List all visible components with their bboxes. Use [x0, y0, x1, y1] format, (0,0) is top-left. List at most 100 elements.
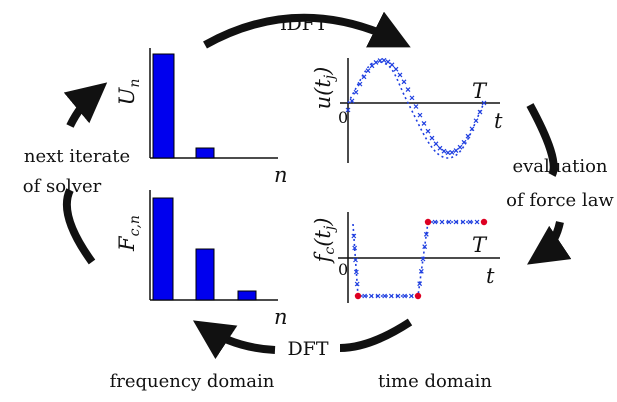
- displacement-sample-marker: [441, 148, 447, 154]
- force-time-plot: fc(tj) 0 T t: [311, 212, 500, 303]
- un-bar-0: [152, 53, 175, 159]
- f-zero-label: 0: [338, 260, 348, 279]
- force-sample-marker: [375, 293, 381, 299]
- displacement-sample-marker: [369, 63, 375, 69]
- u-ylabel: u(t: [311, 79, 335, 110]
- f-ylabel: f: [311, 251, 335, 264]
- idft-label: iDFT: [280, 13, 327, 35]
- force-sample-marker: [467, 219, 473, 225]
- f-ylabel-sub1: c: [322, 247, 338, 255]
- displacement-sample-marker: [381, 57, 387, 63]
- solver-arrow-upper: [63, 82, 108, 128]
- force-corner-point: [480, 218, 488, 226]
- displacement-sample-marker: [453, 148, 459, 154]
- svg-text:fc(tj): fc(tj): [311, 218, 338, 265]
- displacement-sample-marker: [449, 150, 455, 155]
- f-period-label: T: [472, 233, 488, 257]
- f-ylabel-sub2: j: [322, 225, 338, 233]
- displacement-sample-marker: [445, 150, 451, 156]
- un-bar-plot: Un n: [115, 48, 288, 187]
- displacement-time-plot: u(tj) 0 T t: [311, 57, 503, 163]
- fcn-ylabel: F: [115, 235, 139, 252]
- displacement-sample-marker: [437, 145, 443, 151]
- force-curve: [352, 221, 484, 297]
- displacement-sample-marker: [397, 72, 403, 78]
- force-sample-marker: [446, 219, 452, 225]
- force-sample-marker: [453, 219, 459, 225]
- force-sample-marker: [474, 219, 480, 225]
- fcn-ylabel-sub: c,n: [127, 215, 143, 236]
- displacement-sample-marker: [421, 121, 427, 126]
- force-sample-marker: [351, 233, 357, 239]
- evaluation-arrow-lower: [527, 221, 572, 265]
- displacement-sample-marker: [461, 139, 467, 145]
- force-sample-marker: [422, 244, 428, 250]
- svg-text:Fc,n: Fc,n: [115, 215, 143, 252]
- displacement-samples: [345, 57, 487, 156]
- un-ylabel: U: [115, 86, 139, 105]
- displacement-sample-marker: [401, 79, 407, 85]
- displacement-sample-marker: [373, 59, 379, 65]
- fcn-bar-plot: Fc,n n: [115, 190, 288, 329]
- force-sample-marker: [460, 219, 466, 225]
- force-sample-marker: [368, 293, 374, 299]
- force-sample-marker: [423, 231, 429, 237]
- displacement-sample-marker: [405, 87, 411, 92]
- force-corner-point: [354, 292, 362, 300]
- un-ylabel-sub: n: [127, 79, 143, 88]
- displacement-sample-marker: [413, 104, 419, 109]
- displacement-sample-marker: [349, 98, 355, 104]
- displacement-sample-marker: [473, 118, 479, 124]
- force-corner-point: [414, 292, 422, 300]
- time-domain-label: time domain: [378, 371, 492, 392]
- displacement-sample-marker: [385, 59, 391, 65]
- u-zero-label: 0: [338, 108, 348, 127]
- svg-text:Un: Un: [115, 79, 143, 106]
- evaluation-label-line1: evaluation: [512, 156, 607, 177]
- force-sample-marker: [417, 281, 423, 287]
- displacement-sample-marker: [353, 89, 359, 95]
- evaluation-arrow: [526, 103, 558, 177]
- displacement-sample-marker: [469, 126, 475, 132]
- displacement-sample-marker: [429, 135, 435, 141]
- force-sample-marker: [362, 293, 368, 299]
- force-corner-point: [424, 218, 432, 226]
- frequency-domain-label: frequency domain: [110, 371, 275, 392]
- un-xlabel: n: [274, 163, 288, 187]
- force-sample-marker: [382, 293, 388, 299]
- solver-label-line1: next iterate: [24, 146, 130, 167]
- force-sample-marker: [353, 269, 359, 275]
- force-sample-marker: [388, 293, 394, 299]
- u-period-label: T: [472, 79, 488, 103]
- force-sample-marker: [395, 293, 401, 299]
- displacement-sample-marker: [357, 81, 363, 87]
- displacement-sample-marker: [481, 100, 487, 106]
- force-sample-marker: [354, 281, 360, 287]
- dft-label: DFT: [287, 338, 328, 360]
- displacement-sample-marker: [433, 141, 439, 147]
- displacement-curve: [347, 61, 485, 159]
- displacement-sample-marker: [345, 107, 351, 113]
- solver-label-line2: of solver: [23, 176, 102, 197]
- displacement-sample-marker: [409, 95, 415, 101]
- dft-arrow: [339, 318, 413, 352]
- force-sample-marker: [432, 219, 438, 225]
- displacement-sample-marker: [389, 62, 395, 68]
- evaluation-label-line2: of force law: [506, 190, 614, 211]
- force-sample-marker: [408, 293, 414, 299]
- fcn-bar-0: [152, 197, 174, 301]
- un-bar-1: [195, 147, 215, 159]
- force-sample-marker: [439, 219, 445, 225]
- fcn-xlabel: n: [274, 305, 288, 329]
- idft-arrow: [203, 11, 411, 49]
- svg-text:u(tj): u(tj): [311, 67, 338, 110]
- displacement-sample-marker: [393, 66, 399, 72]
- f-xlabel: t: [486, 264, 495, 288]
- dft-arrow-left: [192, 320, 276, 360]
- displacement-sample-marker: [377, 58, 383, 63]
- force-sample-marker: [402, 293, 408, 299]
- force-sample-marker: [420, 256, 426, 262]
- u-ylabel-sub: j: [322, 74, 338, 82]
- force-samples: [351, 219, 480, 299]
